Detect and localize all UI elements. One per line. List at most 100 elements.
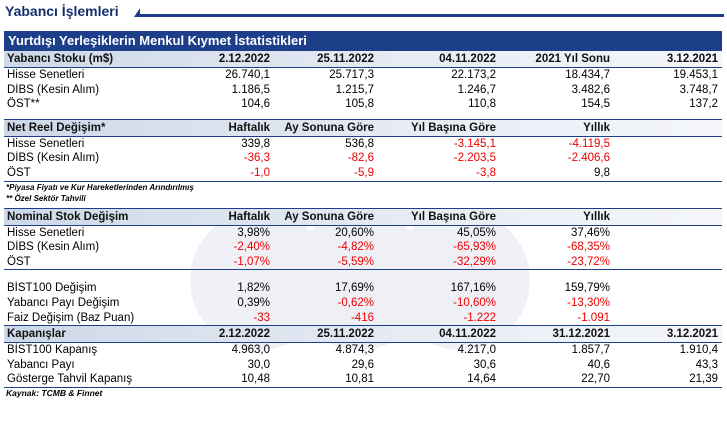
row-label: DİBS (Kesin Alım) — [7, 152, 100, 165]
cell: -65,93% — [453, 241, 496, 254]
cell: 45,05% — [456, 226, 496, 239]
cell: 4.963,0 — [231, 344, 270, 357]
cell: -4.119,5 — [568, 137, 610, 150]
table-row: Gösterge Tahvil Kapanış 10,48 10,81 14,6… — [4, 372, 722, 387]
stock-header-date: 04.11.2022 — [439, 53, 496, 65]
table-row: DİBS (Kesin Alım) -2,40% -4,82% -65,93% … — [4, 240, 722, 255]
cell: 17,69% — [334, 282, 374, 295]
cell: 167,16% — [450, 282, 496, 295]
cell: -23,72% — [567, 255, 610, 268]
table-row: ÖST** 104,6 105,8 110,8 154,5 137,2 — [4, 97, 722, 112]
row-label: ÖST — [7, 166, 31, 179]
cell: -32,29% — [453, 255, 496, 268]
cell: 1,82% — [237, 282, 270, 295]
cell: 4.217,0 — [457, 344, 496, 357]
cell: 0,39% — [237, 296, 270, 309]
cell: 14,64 — [467, 373, 496, 386]
table-row: DİBS (Kesin Alım) -36,3 -82,6 -2.203,5 -… — [4, 151, 722, 166]
cell: 1.215,7 — [335, 83, 374, 96]
cell: -33 — [253, 311, 270, 324]
net-header-label: Net Reel Değişim* — [7, 121, 106, 134]
footnote: ** Özel Sektör Tahvili — [6, 193, 86, 203]
net-header-cell: Yıl Başına Göre — [410, 121, 496, 134]
nominal-header-row: Nominal Stok Değişim Haftalık Ay Sonuna … — [4, 207, 722, 226]
stock-header-date: 2021 Yıl Sonu — [535, 53, 610, 65]
banner-title: Yurtdışı Yerleşiklerin Menkul Kıymet İst… — [4, 31, 722, 50]
row-label: Hisse Senetleri — [7, 69, 85, 81]
closings-header-date: 2.12.2022 — [218, 328, 270, 341]
source-note: Kaynak: TCMB & Finnet — [4, 386, 722, 399]
cell: 30,0 — [247, 358, 270, 371]
cell: 26.740,1 — [225, 69, 270, 81]
footnote: *Piyasa Fiyatı ve Kur Hareketlerinden Ar… — [4, 180, 722, 193]
row-label: Hisse Senetleri — [7, 137, 85, 150]
cell: 40,6 — [587, 358, 610, 371]
cell: 536,8 — [345, 137, 374, 150]
nominal-header-cell: Ay Sonuna Göre — [284, 210, 374, 223]
cell: 1.910,4 — [679, 344, 718, 357]
table-row: Yabancı Payı 30,0 29,6 30,6 40,6 43,3 — [4, 358, 722, 373]
cell: 9,8 — [594, 166, 610, 179]
cell: 110,8 — [468, 98, 496, 111]
row-label: DİBS (Kesin Alım) — [7, 83, 100, 96]
cell: -3,8 — [476, 166, 496, 179]
row-label: ÖST** — [7, 98, 40, 111]
cell: 105,8 — [345, 98, 374, 111]
stock-header-date: 3.12.2021 — [666, 53, 718, 65]
cell: -4,82% — [337, 241, 374, 254]
closings-header-date: 3.12.2021 — [666, 328, 718, 341]
cell: -5,59% — [337, 255, 374, 268]
cell: 3.748,7 — [679, 83, 718, 96]
cell: -36,3 — [243, 152, 270, 165]
cell: 1.857,7 — [571, 344, 610, 357]
closings-header-date: 25.11.2022 — [317, 328, 374, 341]
table-row: Yabancı Payı Değişim 0,39% -0,62% -10,60… — [4, 296, 722, 311]
table-row: BİST100 Değişim 1,82% 17,69% 167,16% 159… — [4, 281, 722, 296]
closings-header-label: Kapanışlar — [7, 328, 66, 341]
cell: 4.874,3 — [335, 344, 374, 357]
table-row: Hisse Senetleri 26.740,1 25.717,3 22.173… — [4, 68, 722, 83]
row-label: ÖST — [7, 255, 31, 268]
nominal-header-cell: Haftalık — [228, 210, 270, 223]
table-row: ÖST -1,0 -5,9 -3,8 9,8 — [4, 166, 722, 181]
table-row: BİST100 Kapanış 4.963,0 4.874,3 4.217,0 … — [4, 343, 722, 358]
cell: 10,48 — [241, 373, 270, 386]
cell: 104,6 — [241, 98, 270, 111]
cell: -1,07% — [233, 255, 270, 268]
cell: -10,60% — [453, 296, 496, 309]
cell: 19.453,1 — [673, 69, 718, 81]
net-header-row: Net Reel Değişim* Haftalık Ay Sonuna Gör… — [4, 118, 722, 137]
cell: -3.145,1 — [453, 137, 496, 150]
net-header-cell: Yıllık — [583, 121, 610, 134]
row-label: Yabancı Payı — [7, 358, 75, 371]
cell: 37,46% — [570, 226, 610, 239]
closings-header-row: Kapanışlar 2.12.2022 25.11.2022 04.11.20… — [4, 325, 722, 344]
table-row: Hisse Senetleri 339,8 536,8 -3.145,1 -4.… — [4, 137, 722, 152]
nominal-header-cell: Yıl Başına Göre — [410, 210, 496, 223]
cell: -416 — [350, 311, 374, 324]
row-label: Faiz Değişim (Baz Puan) — [7, 311, 135, 324]
cell: -68,35% — [567, 241, 610, 254]
statistics-sheet: Yurtdışı Yerleşiklerin Menkul Kıymet İst… — [4, 31, 722, 399]
page-title: Yabancı İşlemleri — [5, 3, 119, 19]
stock-header-row: Yabancı Stoku (m$) 2.12.2022 25.11.2022 … — [4, 50, 722, 68]
cell: -1.091 — [577, 311, 610, 324]
title-rule — [134, 8, 724, 17]
cell: 3.482,6 — [571, 83, 610, 96]
stock-header-date: 2.12.2022 — [218, 53, 270, 65]
cell: -13,30% — [567, 296, 610, 309]
cell: -1,0 — [250, 166, 270, 179]
cell: 43,3 — [695, 358, 718, 371]
row-label: DİBS (Kesin Alım) — [7, 241, 100, 254]
cell: -82,6 — [347, 152, 374, 165]
row-label: BİST100 Kapanış — [7, 344, 98, 357]
row-label: Yabancı Payı Değişim — [7, 296, 120, 309]
cell: 3,98% — [237, 226, 270, 239]
nominal-header-cell: Yıllık — [583, 210, 610, 223]
cell: 10,81 — [345, 373, 374, 386]
cell: 154,5 — [581, 98, 610, 111]
cell: 1.246,7 — [457, 83, 496, 96]
cell: 159,79% — [564, 282, 610, 295]
cell: -1.222 — [463, 311, 496, 324]
cell: 25.717,3 — [329, 69, 374, 81]
